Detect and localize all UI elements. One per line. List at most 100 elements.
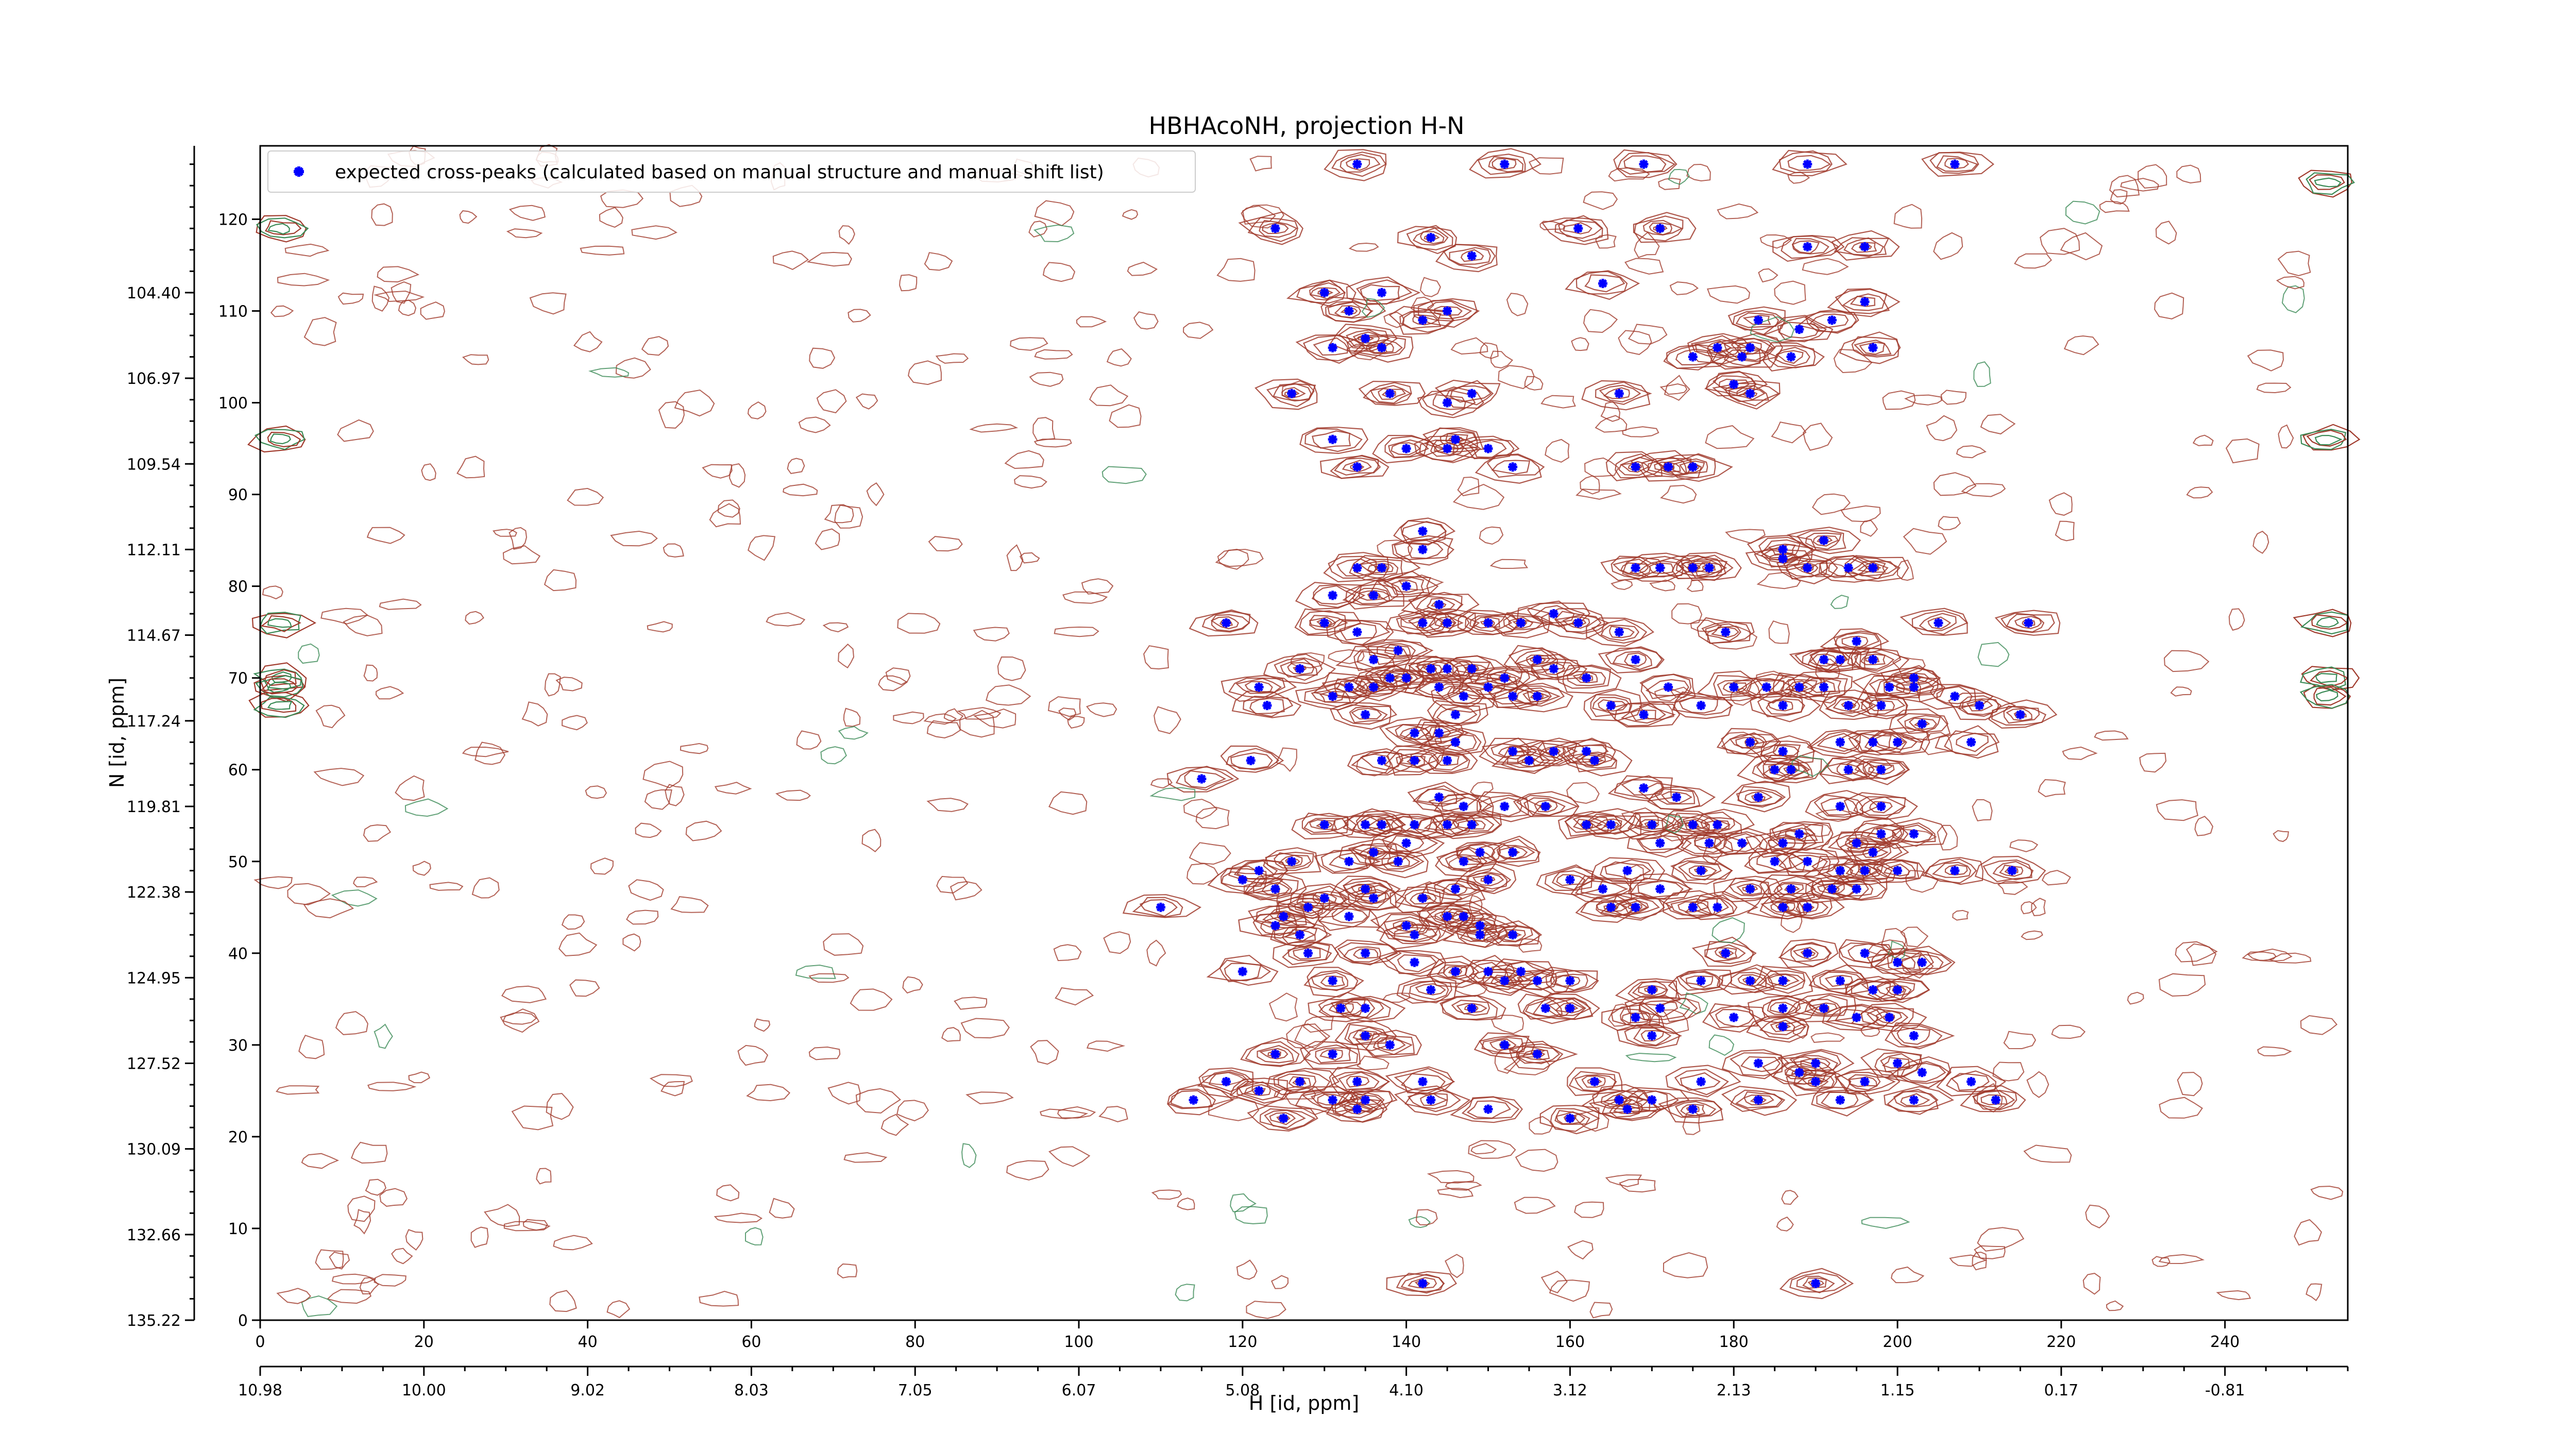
peak-marker bbox=[1475, 921, 1485, 931]
peak-contour bbox=[1600, 625, 1640, 641]
noise-contour bbox=[1668, 169, 1690, 185]
peak-contour bbox=[1675, 552, 1742, 581]
peak-contour bbox=[1469, 148, 1542, 179]
noise-contour bbox=[1759, 234, 1792, 249]
peak-marker bbox=[1319, 618, 1329, 628]
peak-contour bbox=[1408, 1277, 1437, 1289]
noise-contour bbox=[1679, 992, 1708, 1015]
noise-contour bbox=[943, 708, 964, 722]
noise-contour bbox=[2267, 952, 2312, 964]
peak-marker bbox=[1352, 462, 1362, 472]
noise-contour bbox=[714, 782, 752, 795]
x-ppm-tick-label: 9.02 bbox=[570, 1381, 605, 1400]
peak-contour bbox=[1767, 700, 1793, 712]
noise-contour bbox=[404, 798, 449, 817]
noise-contour bbox=[1294, 1023, 1331, 1049]
noise-contour bbox=[1840, 505, 1881, 523]
peak-contour bbox=[1236, 1081, 1292, 1104]
peak-contour bbox=[1708, 1004, 1759, 1029]
peak-contour bbox=[2003, 705, 2040, 724]
peak-contour bbox=[1671, 854, 1733, 885]
peak-contour bbox=[1887, 1089, 1939, 1113]
noise-contour bbox=[303, 317, 337, 346]
noise-contour bbox=[2138, 164, 2167, 189]
x-index-axis: 0 20 40 60 80 100 120 140 160 180 200 220 240 bbox=[255, 1320, 2240, 1351]
noise-contour bbox=[470, 1226, 489, 1248]
peak-marker bbox=[1835, 737, 1845, 747]
noise-contour bbox=[1896, 560, 1914, 581]
peak-contour bbox=[1723, 833, 1762, 852]
peak-marker bbox=[1361, 333, 1370, 343]
peak-marker bbox=[1254, 1086, 1264, 1096]
noise-contour bbox=[2026, 1071, 2049, 1098]
noise-contour bbox=[1103, 931, 1131, 954]
noise-contour bbox=[2055, 520, 2075, 542]
peak-contour bbox=[1663, 344, 1725, 370]
noise-contour bbox=[783, 483, 818, 497]
peak-contour bbox=[1730, 972, 1767, 990]
noise-contour bbox=[462, 746, 509, 757]
peak-marker bbox=[1835, 1095, 1845, 1105]
noise-contour bbox=[301, 1295, 338, 1317]
noise-contour bbox=[320, 608, 368, 625]
peak-contour bbox=[1206, 954, 1279, 986]
noise-contour bbox=[412, 861, 431, 876]
noise-contour bbox=[2256, 382, 2292, 394]
peak-marker bbox=[1778, 1022, 1788, 1032]
peak-contour bbox=[1351, 587, 1391, 604]
peak-marker bbox=[1811, 1278, 1821, 1288]
peak-contour bbox=[1436, 964, 1475, 980]
peak-contour bbox=[1842, 293, 1885, 311]
y-index-tick-label: 120 bbox=[218, 211, 248, 229]
noise-contour bbox=[379, 598, 422, 610]
peak-contour bbox=[1779, 1268, 1854, 1300]
peak-contour bbox=[1756, 970, 1806, 994]
noise-contour bbox=[2048, 492, 2073, 516]
peak-contour bbox=[1417, 728, 1486, 755]
noise-contour bbox=[1791, 755, 1829, 777]
peak-marker bbox=[1508, 747, 1518, 756]
peak-contour bbox=[1412, 785, 1467, 807]
noise-contour bbox=[1067, 716, 1085, 729]
edge-contour bbox=[247, 425, 306, 453]
peak-contour bbox=[1385, 816, 1437, 838]
peak-contour bbox=[1304, 428, 1363, 452]
noise-contour bbox=[1625, 1053, 1677, 1063]
noise-contour bbox=[2085, 1204, 2110, 1228]
noise-contour bbox=[1774, 280, 1806, 305]
edge-contour bbox=[253, 696, 305, 718]
noise-contour bbox=[2159, 1097, 2203, 1119]
edge-contour bbox=[2298, 170, 2352, 198]
peak-contour bbox=[1574, 878, 1633, 900]
peak-marker bbox=[1909, 1031, 1919, 1041]
peak-marker bbox=[1967, 737, 1976, 747]
peak-contour bbox=[1184, 770, 1227, 788]
noise-contour bbox=[395, 775, 425, 801]
peak-contour bbox=[1742, 314, 1771, 325]
x-index-tick-label: 200 bbox=[1883, 1333, 1912, 1351]
peak-contour bbox=[1425, 427, 1479, 450]
peak-contour bbox=[1401, 592, 1480, 622]
peak-marker bbox=[1483, 967, 1493, 976]
noise-contour bbox=[420, 301, 445, 320]
x-index-tick-label: 20 bbox=[414, 1333, 434, 1351]
noise-contour bbox=[2062, 746, 2098, 760]
edge-contour bbox=[2316, 616, 2339, 628]
noise-contour bbox=[529, 292, 567, 315]
peak-contour bbox=[1867, 828, 1896, 841]
peak-marker bbox=[1238, 875, 1247, 885]
peak-contour bbox=[1792, 1055, 1839, 1071]
peak-marker bbox=[1729, 1013, 1739, 1022]
edge-contour bbox=[2311, 614, 2348, 630]
noise-contour bbox=[1891, 1266, 1925, 1284]
peak-marker bbox=[1786, 884, 1796, 894]
peak-contour bbox=[1338, 1071, 1380, 1090]
peak-contour bbox=[1615, 453, 1665, 479]
peak-contour bbox=[1397, 954, 1437, 973]
noise-contour bbox=[599, 207, 623, 228]
peak-contour bbox=[1443, 912, 1519, 943]
noise-contour bbox=[1658, 177, 1681, 190]
noise-contour bbox=[2014, 253, 2052, 269]
noise-contour bbox=[1611, 579, 1633, 591]
y-ppm-tick-label: 114.67 bbox=[127, 627, 181, 645]
